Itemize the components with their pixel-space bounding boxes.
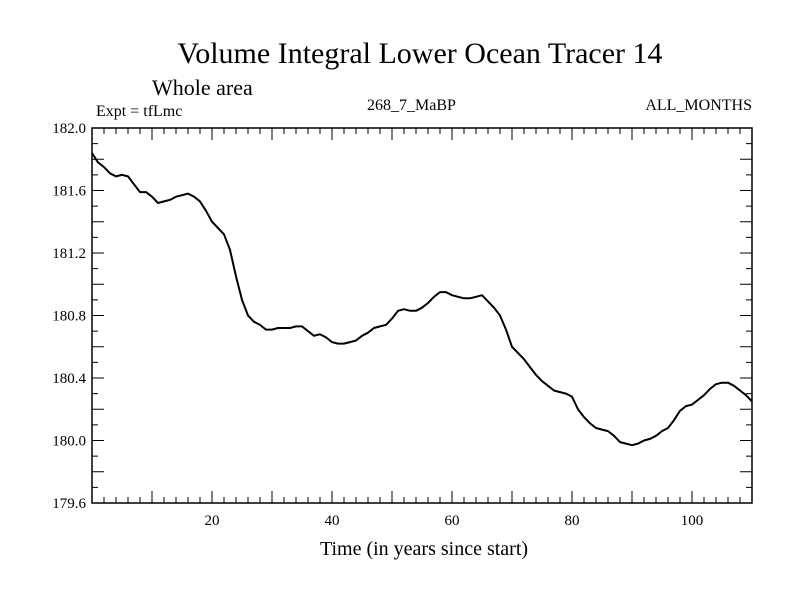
y-tick-label: 179.6 [52, 496, 86, 512]
months-label: ALL_MONTHS [645, 97, 752, 114]
y-axis-tick-labels: 179.6 180.0 180.4 180.8 181.2 181.6 182.0 [52, 121, 86, 512]
x-axis-tick-labels: 20 40 60 80 100 [205, 513, 704, 529]
run-label: 268_7_MaBP [367, 97, 456, 114]
x-tick-label: 40 [325, 513, 340, 529]
y-tick-label: 180.0 [52, 434, 86, 450]
series-line [91, 152, 753, 447]
x-axis-label: Time (in years since start) [320, 538, 528, 560]
x-tick-label: 60 [445, 513, 460, 529]
chart-subtitle: Whole area [152, 75, 253, 100]
y-tick-label: 182.0 [52, 121, 86, 137]
y-tick-label: 181.2 [52, 246, 86, 262]
y-tick-label: 180.4 [52, 371, 86, 387]
axis-ticks [92, 128, 752, 503]
experiment-label: Expt = tfLmc [96, 103, 182, 120]
x-tick-label: 20 [205, 513, 220, 529]
plot-frame [91, 127, 753, 504]
x-tick-label: 80 [565, 513, 580, 529]
chart-title: Volume Integral Lower Ocean Tracer 14 [177, 37, 662, 70]
y-tick-label: 181.6 [52, 184, 86, 200]
x-tick-label: 100 [681, 513, 704, 529]
y-tick-label: 180.8 [52, 309, 86, 325]
